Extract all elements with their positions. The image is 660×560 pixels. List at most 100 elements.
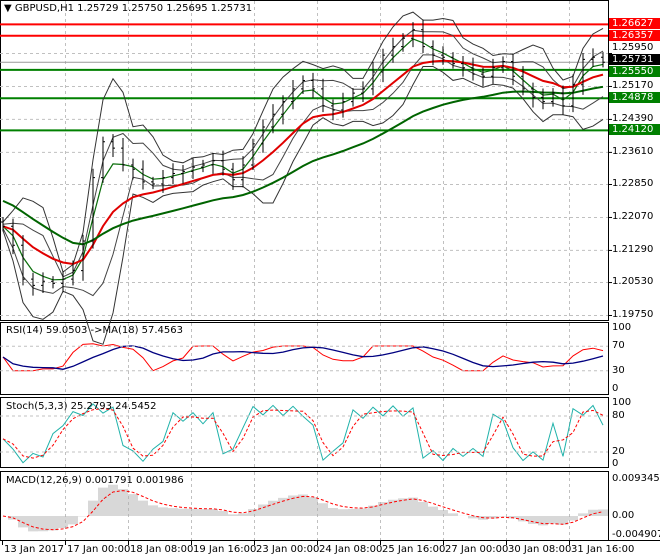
price-bar [331, 99, 335, 121]
time-label: 18 Jan 08:00 [130, 544, 194, 555]
price-bar [111, 134, 115, 157]
price-axis-label: 1.23610 [612, 146, 654, 157]
time-label: 19 Jan 16:00 [193, 544, 257, 555]
close-price: 1.25731 [210, 3, 253, 14]
price-bar [581, 53, 585, 95]
stoch-axis-label: 20 [612, 446, 625, 457]
price-bar [131, 158, 135, 180]
price-bar [1, 216, 5, 232]
price-bar [381, 48, 385, 83]
macd-axis-label: -0.004907 [612, 529, 660, 540]
price-bar [551, 88, 555, 107]
price-bar [61, 271, 65, 293]
price-axis-label: 1.25950 [612, 42, 654, 53]
symbol-header[interactable]: ▼ GBPUSD,H1 1.25729 1.25750 1.25695 1.25… [4, 3, 252, 14]
price-bar [351, 88, 355, 107]
stoch-label: Stoch(5,3,3) 25.2793 24.5452 [6, 401, 157, 412]
price-bar [11, 218, 15, 255]
price-bar [561, 85, 565, 115]
bollinger-upper [2, 11, 604, 273]
price-bar [181, 164, 185, 184]
rsi-label: RSI(14) 59.0503 ->MA(18) 57.4563 [6, 325, 183, 336]
rsi-axis-label: 70 [612, 340, 625, 351]
stoch-axis-label: 100 [612, 397, 632, 408]
price-bar [101, 136, 105, 183]
price-bar [231, 162, 235, 190]
price-bar [121, 137, 125, 172]
price-bar [451, 52, 455, 69]
price-bar [221, 150, 225, 176]
price-bar [71, 260, 75, 286]
price-bar [321, 78, 325, 113]
price-bar [41, 272, 45, 294]
price-bar [31, 272, 35, 296]
price-bar [291, 80, 295, 110]
price-bar [501, 56, 505, 73]
price-bar [361, 81, 365, 103]
price-bar [81, 234, 85, 281]
price-bar [371, 61, 375, 96]
stoch-axis-label: 80 [612, 410, 625, 421]
level-price-tag: 1.24120 [609, 124, 660, 135]
price-bar [521, 66, 525, 96]
price-bar [481, 67, 485, 87]
price-bar [441, 46, 445, 65]
price-bar [421, 19, 425, 53]
price-bar [541, 88, 545, 110]
level-price-tag: 1.26627 [609, 18, 660, 29]
time-label: 13 Jan 2017 [4, 544, 64, 555]
price-bar [211, 153, 215, 174]
price-axis-label: 1.20530 [612, 276, 654, 287]
price-bar [531, 82, 535, 108]
price-bar [601, 52, 605, 68]
price-bar [491, 58, 495, 84]
price-bar [461, 55, 465, 77]
price-axis-label: 1.24390 [612, 113, 654, 124]
price-bar [241, 156, 245, 188]
green-ma-line [2, 85, 604, 246]
macd-label: MACD(12,26,9) 0.001791 0.001986 [6, 475, 184, 486]
level-price-tag: 1.24878 [609, 92, 660, 103]
rsi-ma-line [2, 345, 604, 370]
rsi-axis-label: 30 [612, 365, 625, 376]
dropdown-triangle-icon[interactable]: ▼ [4, 3, 12, 14]
open-price: 1.25729 [77, 3, 119, 14]
price-axis-label: 1.19750 [612, 309, 654, 320]
macd-axis-label: 0.00 [612, 510, 635, 521]
time-label: 25 Jan 16:00 [382, 544, 446, 555]
price-axis-label: 1.22850 [612, 178, 654, 189]
price-bar [571, 74, 575, 113]
price-bar [511, 53, 515, 86]
price-bar [201, 159, 205, 173]
price-axis-label: 1.22070 [612, 211, 654, 222]
time-label: 30 Jan 08:00 [508, 544, 572, 555]
price-axis-label: 1.25170 [612, 80, 654, 91]
price-bar [191, 158, 195, 179]
price-bar [341, 92, 345, 118]
symbol-name: GBPUSD,H1 [14, 3, 74, 14]
rsi-axis-label: 100 [612, 322, 632, 333]
pane-border-0 [0, 0, 609, 321]
price-bar [391, 37, 395, 63]
price-bar [431, 40, 435, 66]
price-bar [271, 104, 275, 134]
price-bar [401, 33, 405, 52]
price-bar [251, 138, 255, 171]
price-bar [21, 235, 25, 286]
time-label: 23 Jan 00:00 [256, 544, 320, 555]
price-bar [311, 72, 315, 98]
bollinger-lower [2, 66, 604, 345]
low-price: 1.25695 [166, 3, 208, 14]
time-label: 17 Jan 00:00 [67, 544, 131, 555]
stoch-signal-line [2, 407, 604, 459]
time-label: 24 Jan 08:00 [319, 544, 383, 555]
price-bar [141, 160, 145, 190]
pane-border-2 [0, 397, 609, 468]
price-axis-label: 1.21290 [612, 244, 654, 255]
price-bar [301, 75, 305, 94]
price-bar [281, 95, 285, 125]
price-bar [151, 176, 155, 190]
price-bar [261, 119, 265, 153]
price-bar [171, 163, 175, 185]
